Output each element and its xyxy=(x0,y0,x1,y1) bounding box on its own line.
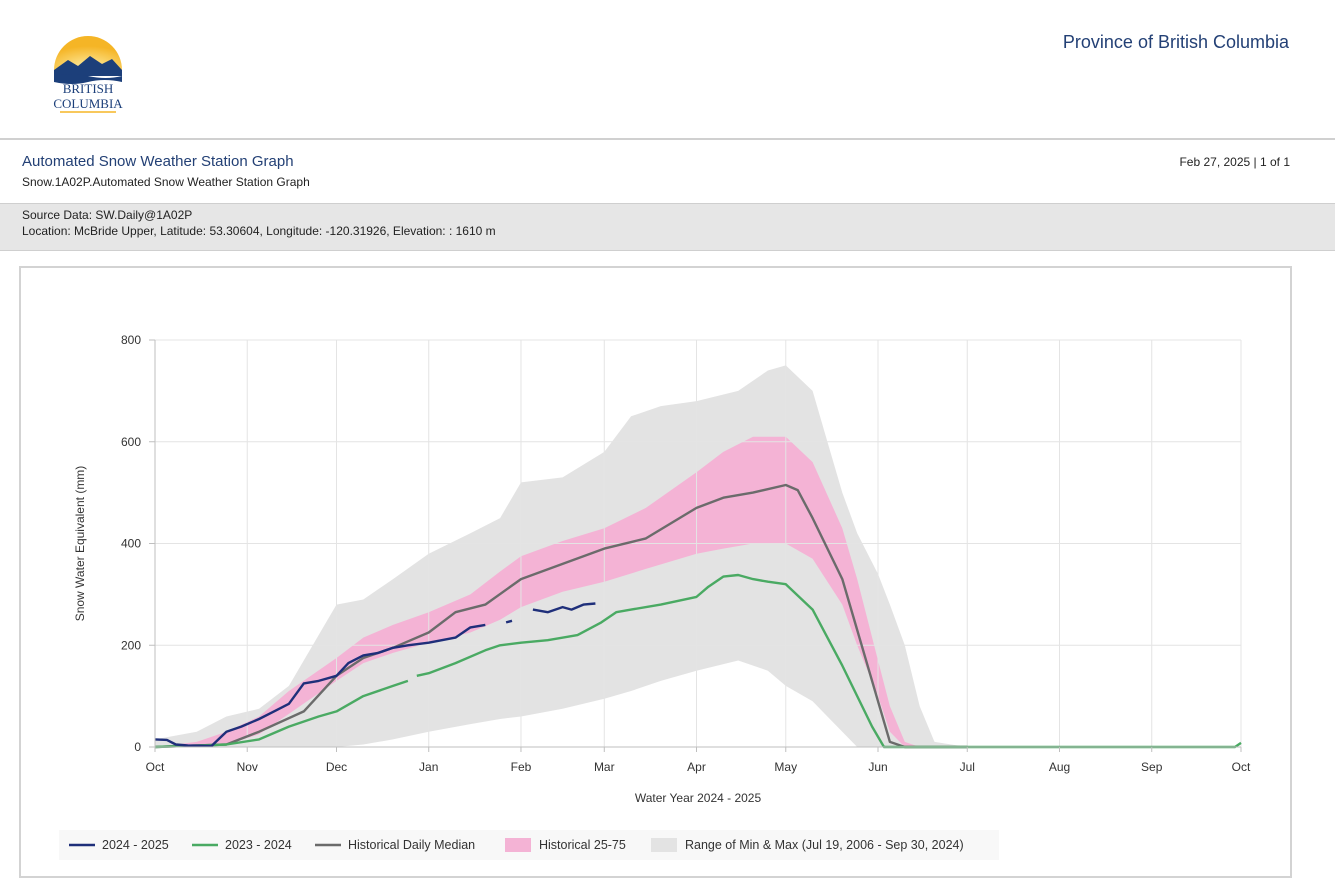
series-2023-2024-line xyxy=(154,679,409,749)
x-tick-label: Aug xyxy=(1049,760,1070,774)
x-tick-label: Sep xyxy=(1141,760,1163,774)
x-tick-label: Jun xyxy=(868,760,887,774)
legend-min-max-swatch xyxy=(651,838,677,852)
historical-median-line xyxy=(154,483,968,749)
province-name: Province of British Columbia xyxy=(1062,32,1289,52)
legend-2024-2025-label: 2024 - 2025 xyxy=(102,838,169,852)
source-info-box: Source Data: SW.Daily@1A02P Location: Mc… xyxy=(0,203,1335,251)
x-tick-label: Mar xyxy=(594,760,615,774)
legend-25-75-swatch xyxy=(505,838,531,852)
y-axis-title: Snow Water Equivalent (mm) xyxy=(73,466,87,622)
series-2024-2025-line xyxy=(532,602,596,614)
bc-logo: BRITISH COLUMBIA xyxy=(40,32,136,114)
logo-line-2: COLUMBIA xyxy=(53,96,123,111)
legend-25-75-label: Historical 25-75 xyxy=(539,838,626,852)
source-data: Source Data: SW.Daily@1A02P xyxy=(22,208,193,222)
header-divider xyxy=(0,138,1335,140)
snow-chart: 0 200 400 600 800 Oct Nov Dec Jan Feb Mar Apr May Jun… xyxy=(59,333,1251,860)
legend-min-max-label: Range of Min & Max (Jul 19, 2006 - Sep 3… xyxy=(685,838,964,852)
y-tick-label: 600 xyxy=(121,435,141,449)
y-tick-label: 400 xyxy=(121,537,141,551)
chart-frame: 0 200 400 600 800 Oct Nov Dec Jan Feb Mar Apr May Jun… xyxy=(19,266,1292,878)
report-date-page: Feb 27, 2025 | 1 of 1 xyxy=(1179,155,1290,169)
location-info: Location: McBride Upper, Latitude: 53.30… xyxy=(22,224,496,238)
report-header: Automated Snow Weather Station Graph Sno… xyxy=(0,140,1335,202)
page-header: BRITISH COLUMBIA Province of British Col… xyxy=(0,0,1335,138)
x-tick-label: Nov xyxy=(237,760,258,774)
x-tick-label: Oct xyxy=(146,760,165,774)
x-tick-label: Jan xyxy=(419,760,438,774)
x-tick-label: Oct xyxy=(1232,760,1251,774)
series-2024-2025-line xyxy=(505,619,513,624)
series-2024-2025-line xyxy=(154,623,486,748)
y-tick-label: 200 xyxy=(121,638,141,652)
report-title: Automated Snow Weather Station Graph xyxy=(22,153,294,170)
y-tick-label: 0 xyxy=(134,740,141,754)
x-tick-label: Feb xyxy=(511,760,532,774)
logo-line-1: BRITISH xyxy=(63,81,114,96)
y-tick-label: 800 xyxy=(121,333,141,347)
legend-median-label: Historical Daily Median xyxy=(348,838,475,852)
legend-2023-2024-label: 2023 - 2024 xyxy=(225,838,292,852)
x-axis-title: Water Year 2024 - 2025 xyxy=(635,791,762,805)
x-tick-label: May xyxy=(774,760,797,774)
x-tick-label: Apr xyxy=(687,760,706,774)
x-tick-label: Dec xyxy=(326,760,347,774)
report-subtitle: Snow.1A02P.Automated Snow Weather Statio… xyxy=(22,175,310,189)
x-tick-label: Jul xyxy=(960,760,975,774)
